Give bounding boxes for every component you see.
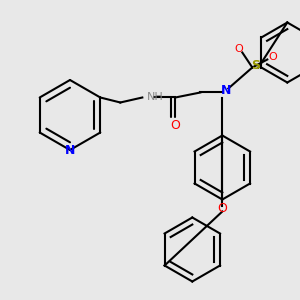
Text: N: N [221, 84, 232, 97]
Text: O: O [170, 119, 180, 132]
Text: O: O [234, 44, 243, 53]
Text: N: N [65, 143, 75, 157]
Text: S: S [251, 59, 260, 72]
Text: NH: NH [147, 92, 164, 103]
Text: O: O [218, 202, 227, 215]
Text: O: O [268, 52, 277, 62]
